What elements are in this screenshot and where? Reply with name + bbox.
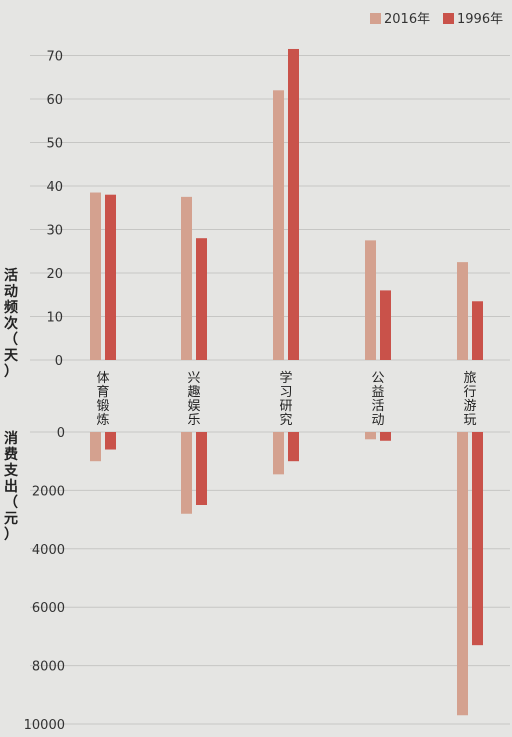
bar-activity-2016 bbox=[457, 262, 468, 360]
grid bbox=[30, 55, 510, 725]
bar-spending-1996 bbox=[196, 432, 207, 505]
bar-activity-2016 bbox=[181, 196, 192, 360]
bar-spending-1996 bbox=[105, 432, 116, 450]
bar-spending-2016 bbox=[365, 432, 376, 440]
bar-activity-1996 bbox=[472, 301, 483, 360]
y-tick-label: 0 bbox=[55, 354, 63, 369]
bar-activity-2016 bbox=[365, 240, 376, 360]
y-tick-label: 10000 bbox=[24, 718, 65, 733]
bar-spending-2016 bbox=[457, 432, 468, 716]
bar-spending-1996 bbox=[380, 432, 391, 441]
bar-spending-1996 bbox=[472, 432, 483, 646]
legend-swatch bbox=[443, 13, 454, 24]
y-tick-label: 60 bbox=[46, 93, 63, 108]
y-tick-label: 0 bbox=[57, 426, 65, 441]
bars bbox=[90, 48, 483, 716]
legend-label: 1996年 bbox=[457, 12, 503, 27]
bar-activity-1996 bbox=[196, 238, 207, 360]
legend-label: 2016年 bbox=[384, 12, 430, 27]
category-label: 学习研究 bbox=[279, 370, 292, 428]
category-label: 体育锻炼 bbox=[96, 371, 109, 428]
category-label: 兴趣娱乐 bbox=[187, 371, 200, 428]
bar-activity-2016 bbox=[273, 90, 284, 361]
bar-spending-1996 bbox=[288, 432, 299, 462]
y-tick-label: 2000 bbox=[32, 484, 65, 499]
y-axis-labels: 活动频次（天） 消费支出（元） bbox=[3, 267, 19, 543]
y-tick-label: 10 bbox=[46, 311, 63, 326]
bar-activity-1996 bbox=[380, 290, 391, 360]
y-axis-label-activity: 活动频次（天） bbox=[4, 267, 19, 380]
category-labels: 体育锻炼 兴趣娱乐 学习研究 公益活动 旅行游玩 bbox=[96, 370, 476, 428]
y-tick-label: 20 bbox=[46, 267, 63, 282]
y-axis-label-spending: 消费支出（元） bbox=[3, 430, 19, 543]
legend-swatch bbox=[370, 13, 381, 24]
bar-spending-2016 bbox=[273, 432, 284, 475]
bar-spending-2016 bbox=[181, 432, 192, 514]
y-tick-label: 40 bbox=[46, 180, 63, 195]
y-tick-label: 50 bbox=[46, 137, 63, 152]
category-label: 旅行游玩 bbox=[463, 371, 476, 428]
category-label: 公益活动 bbox=[371, 371, 384, 428]
legend: 2016年 1996年 bbox=[370, 12, 503, 27]
bar-activity-1996 bbox=[288, 48, 299, 360]
y-tick-label: 4000 bbox=[32, 543, 65, 558]
bar-spending-2016 bbox=[90, 432, 101, 462]
y-tick-labels: 0 10 20 30 40 50 60 70 0 2000 4000 6000 8000 10000 bbox=[24, 50, 65, 734]
bar-activity-1996 bbox=[105, 194, 116, 360]
bar-activity-2016 bbox=[90, 192, 101, 360]
y-tick-label: 70 bbox=[46, 50, 63, 65]
y-tick-label: 8000 bbox=[32, 660, 65, 675]
y-tick-label: 30 bbox=[46, 224, 63, 239]
y-tick-label: 6000 bbox=[32, 601, 65, 616]
